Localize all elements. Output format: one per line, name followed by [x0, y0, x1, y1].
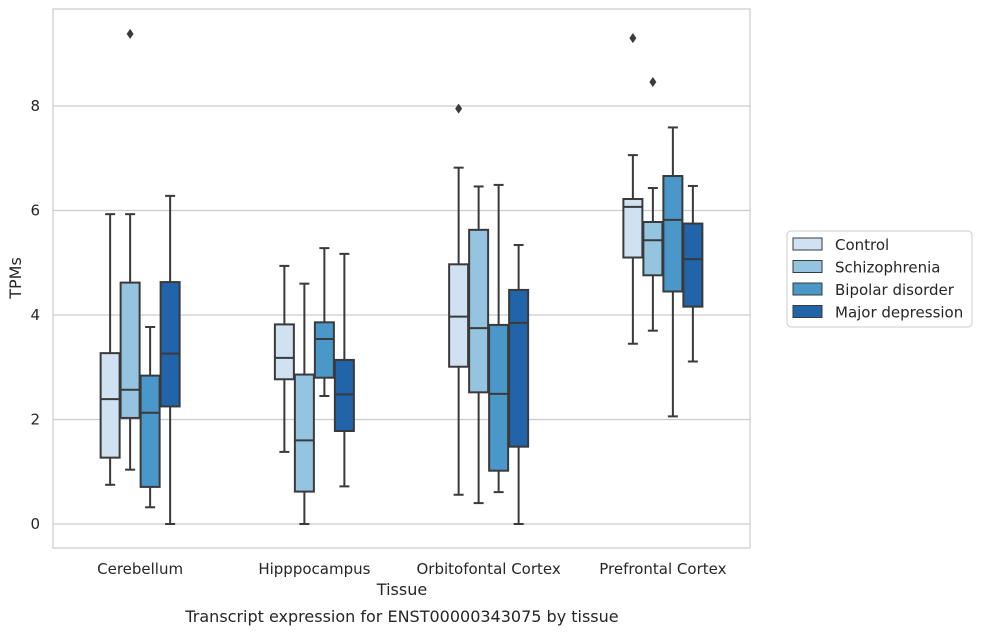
- box: [313, 247, 335, 397]
- box-body: [159, 281, 181, 408]
- box-body: [662, 175, 684, 293]
- outlier-point: [629, 33, 637, 44]
- y-axis-label: TPMs: [6, 257, 25, 300]
- box-body: [682, 222, 704, 308]
- box: [119, 28, 141, 471]
- box-body: [642, 220, 664, 277]
- y-tick-label: 4: [30, 306, 40, 324]
- box-body: [448, 263, 470, 368]
- legend-frame: [786, 230, 973, 328]
- y-tick-label: 2: [30, 411, 40, 429]
- box-body: [468, 228, 490, 394]
- box: [293, 282, 315, 525]
- box: [508, 243, 530, 525]
- y-axis-ticks: 0 2 4 6 8: [30, 97, 40, 533]
- outlier-point: [649, 76, 657, 87]
- box-body: [508, 288, 530, 448]
- legend-swatch: [792, 305, 823, 318]
- box-groups: [99, 28, 704, 525]
- outlier-point: [126, 28, 134, 39]
- box-body: [139, 374, 161, 488]
- outlier-point: [455, 103, 463, 114]
- box: [622, 33, 644, 345]
- box: [273, 264, 295, 453]
- box: [468, 185, 490, 505]
- chart-caption: Transcript expression for ENST0000034307…: [184, 607, 618, 626]
- legend-swatch: [792, 237, 823, 251]
- box-body: [333, 358, 355, 432]
- plot-frame: [52, 8, 751, 549]
- box: [488, 183, 510, 494]
- legend-entry: Schizophrenia: [835, 259, 940, 277]
- y-tick-label: 6: [30, 202, 40, 220]
- box-body: [488, 323, 510, 472]
- box: [682, 184, 704, 363]
- legend-entry: Bipolar disorder: [835, 281, 955, 299]
- legend-swatch: [792, 260, 823, 273]
- x-tick-label: Prefrontal Cortex: [599, 560, 726, 578]
- box: [333, 252, 355, 488]
- box-body: [293, 373, 315, 493]
- box: [642, 76, 664, 332]
- box-body: [313, 321, 335, 379]
- x-tick-label: Hipppocampus: [258, 560, 370, 578]
- legend: Control Schizophrenia Bipolar disorder Majo…: [786, 230, 973, 328]
- box-body: [273, 323, 295, 381]
- box-body: [99, 352, 121, 459]
- legend-entry: Control: [835, 236, 889, 254]
- legend-entry: Major depression: [835, 304, 963, 322]
- box: [662, 126, 684, 418]
- x-tick-label: Orbitofontal Cortex: [417, 560, 561, 578]
- x-axis-label: Tissue: [376, 580, 427, 599]
- legend-swatch: [792, 282, 823, 296]
- x-axis-ticks: Cerebellum Hipppocampus Orbitofontal Corte…: [97, 560, 726, 578]
- x-tick-label: Cerebellum: [97, 560, 183, 578]
- box: [99, 213, 121, 486]
- box: [139, 326, 161, 509]
- y-tick-label: 8: [30, 97, 40, 115]
- box: [159, 194, 181, 525]
- y-tick-label: 0: [30, 515, 40, 533]
- box-body: [119, 281, 141, 419]
- box: [448, 103, 470, 496]
